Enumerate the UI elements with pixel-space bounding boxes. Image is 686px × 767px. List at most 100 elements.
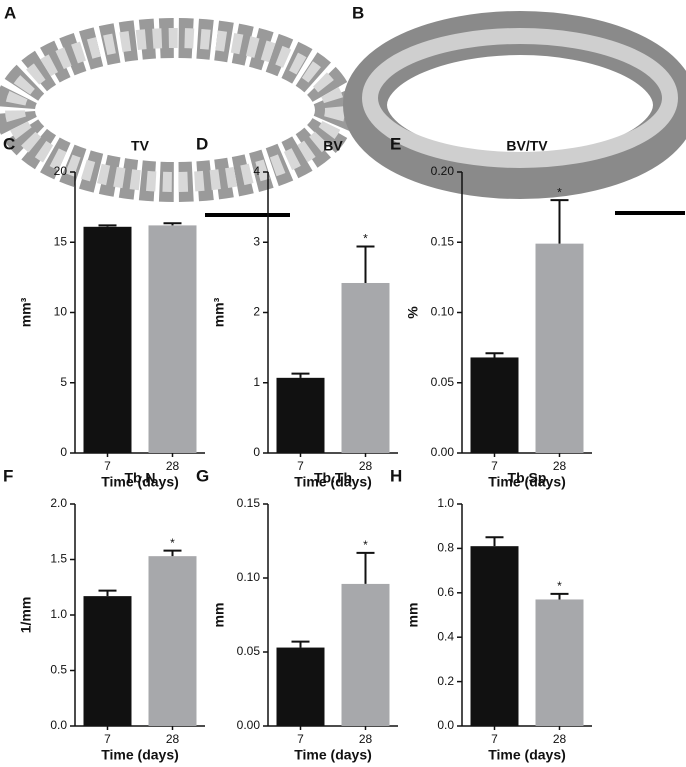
- bar: [148, 225, 197, 453]
- significance-mark: *: [170, 536, 175, 550]
- x-tick-label: 7: [104, 732, 111, 746]
- y-tick-label: 0.00: [431, 445, 455, 459]
- panel-label: A: [4, 3, 16, 22]
- bar: [470, 546, 519, 726]
- panel-label: C: [3, 134, 15, 153]
- error-bar: [356, 551, 375, 584]
- panel-label: D: [196, 134, 208, 153]
- error-bar: [485, 352, 504, 358]
- error-bar: [163, 222, 182, 226]
- y-tick-label: 2: [253, 305, 260, 319]
- y-tick-label: 0.2: [437, 674, 454, 688]
- x-tick-label: 7: [491, 732, 498, 746]
- y-tick-label: 0.15: [237, 496, 261, 510]
- significance-mark: *: [557, 579, 562, 593]
- y-tick-label: 1.0: [437, 496, 454, 510]
- bar: [83, 226, 132, 453]
- y-axis-label: mm³: [211, 297, 227, 327]
- x-tick-label: 28: [359, 459, 373, 473]
- y-tick-label: 0.8: [437, 541, 454, 555]
- y-tick-label: 1: [253, 375, 260, 389]
- y-tick-label: 5: [60, 375, 67, 389]
- panel-label: F: [3, 466, 13, 485]
- x-axis-label: Time (days): [101, 747, 179, 763]
- error-bar: [356, 245, 375, 283]
- y-tick-label: 0.5: [50, 663, 67, 677]
- x-tick-label: 28: [359, 732, 373, 746]
- y-tick-label: 0.0: [437, 718, 454, 732]
- y-tick-label: 0.4: [437, 629, 454, 643]
- y-tick-label: 0: [60, 445, 67, 459]
- x-tick-label: 7: [297, 459, 304, 473]
- y-tick-label: 2.0: [50, 496, 67, 510]
- bar: [276, 647, 325, 726]
- y-axis-label: mm: [211, 603, 227, 628]
- panel-label: E: [390, 134, 401, 153]
- x-tick-label: 7: [491, 459, 498, 473]
- panel-label: G: [196, 466, 209, 485]
- y-tick-label: 0.20: [431, 164, 455, 178]
- chart-title: Tb.Sp: [508, 470, 547, 486]
- y-tick-label: 0.15: [431, 234, 455, 248]
- x-axis-label: Time (days): [294, 474, 372, 490]
- x-tick-label: 7: [104, 459, 111, 473]
- y-tick-label: 0.00: [237, 718, 261, 732]
- error-bar: [291, 372, 310, 378]
- panel-label: H: [390, 466, 402, 485]
- bar: [341, 583, 390, 726]
- panel-label: B: [352, 3, 364, 22]
- bar: [276, 377, 325, 453]
- y-tick-label: 1.5: [50, 552, 67, 566]
- scaffold-image-b: [343, 11, 686, 215]
- x-axis-label: Time (days): [101, 474, 179, 490]
- y-tick-label: 10: [54, 305, 68, 319]
- error-bar: [98, 224, 117, 227]
- chart-title: TV: [131, 138, 150, 154]
- y-tick-label: 20: [54, 164, 68, 178]
- scaffold-image-a: [0, 18, 355, 217]
- y-tick-label: 0.0: [50, 718, 67, 732]
- error-bar: [485, 536, 504, 547]
- y-axis-label: 1/mm: [18, 597, 34, 634]
- y-tick-label: 0.6: [437, 585, 454, 599]
- y-tick-label: 0.05: [431, 375, 455, 389]
- chart-title: Tb.N: [124, 470, 155, 486]
- x-tick-label: 28: [166, 732, 180, 746]
- chart-title: BV: [323, 138, 343, 154]
- error-bar: [550, 592, 569, 600]
- y-axis-label: mm³: [18, 297, 34, 327]
- y-axis-label: %: [405, 306, 421, 319]
- error-bar: [550, 199, 569, 244]
- y-tick-label: 1.0: [50, 607, 67, 621]
- bar: [535, 243, 584, 453]
- significance-mark: *: [557, 185, 562, 199]
- x-axis-label: Time (days): [488, 747, 566, 763]
- x-axis-label: Time (days): [488, 474, 566, 490]
- error-bar: [291, 640, 310, 648]
- significance-mark: *: [363, 232, 368, 246]
- error-bar: [98, 589, 117, 597]
- x-tick-label: 28: [166, 459, 180, 473]
- bar: [470, 357, 519, 453]
- bar: [83, 596, 132, 726]
- bar: [341, 282, 390, 453]
- x-axis-label: Time (days): [294, 747, 372, 763]
- bar: [535, 599, 584, 726]
- y-axis-label: mm: [405, 603, 421, 628]
- significance-mark: *: [363, 538, 368, 552]
- y-tick-label: 4: [253, 164, 260, 178]
- error-bar: [163, 549, 182, 557]
- y-tick-label: 0.10: [431, 305, 455, 319]
- y-tick-label: 0.05: [237, 644, 261, 658]
- y-tick-label: 3: [253, 234, 260, 248]
- y-tick-label: 15: [54, 234, 68, 248]
- chart-title: Tb.Th: [314, 470, 352, 486]
- bar: [148, 556, 197, 726]
- chart-title: BV/TV: [506, 138, 548, 154]
- x-tick-label: 28: [553, 732, 567, 746]
- x-tick-label: 7: [297, 732, 304, 746]
- y-tick-label: 0.10: [237, 570, 261, 584]
- x-tick-label: 28: [553, 459, 567, 473]
- y-tick-label: 0: [253, 445, 260, 459]
